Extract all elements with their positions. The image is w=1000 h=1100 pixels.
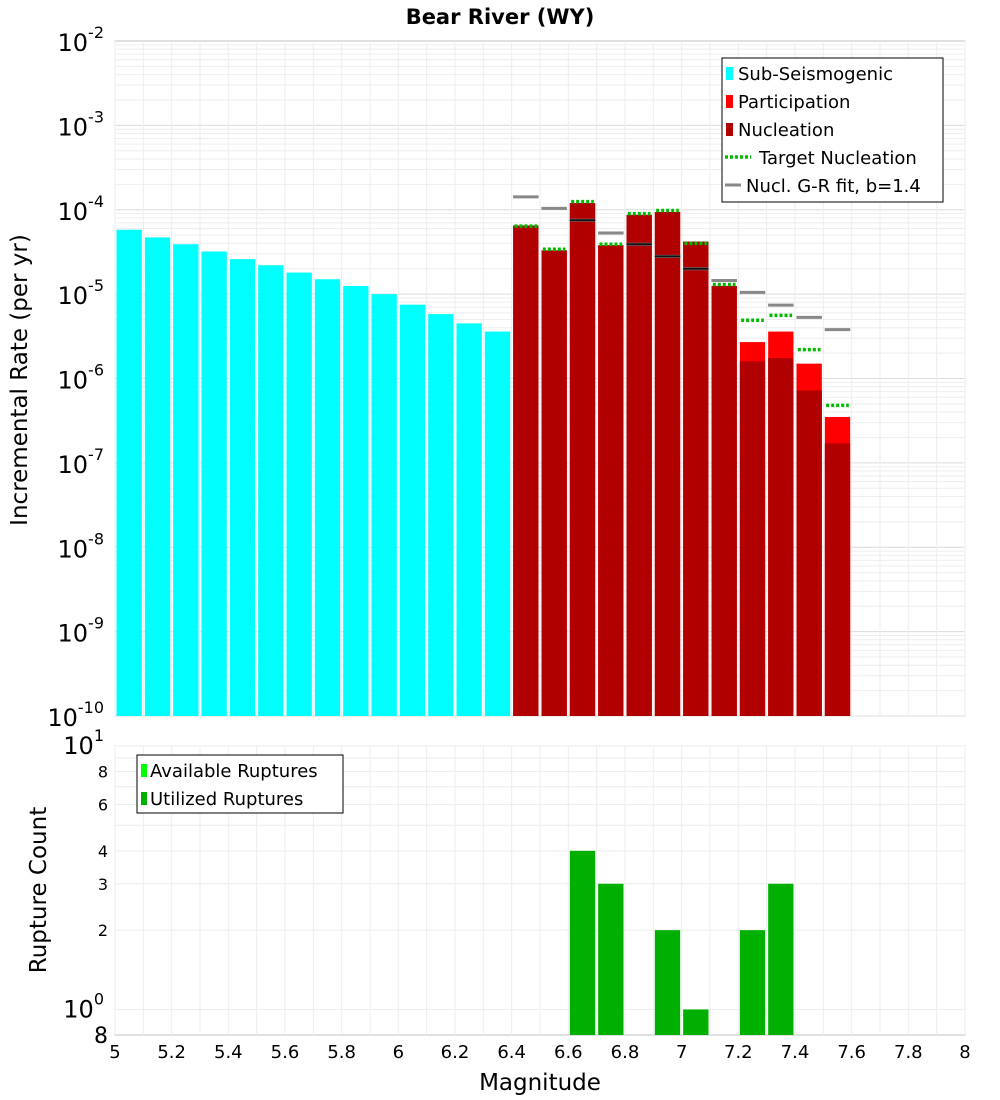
nucleation-bar <box>824 443 851 716</box>
rate-y-tick-label: 10-4 <box>58 192 105 226</box>
legend-label: Nucleation <box>738 120 834 141</box>
nucleation-bar <box>513 225 539 716</box>
rate-y-tick-label: 10-6 <box>58 361 105 395</box>
count-legend: Available Ruptures Utilized Ruptures <box>136 754 344 814</box>
nucleation-bar <box>654 212 681 716</box>
legend-label: Nucl. G-R fit, b=1.4 <box>746 176 921 197</box>
x-tick-label: 5.8 <box>327 1042 356 1063</box>
x-tick-labels: 5 5.2 5.4 5.6 5.8 6 6.2 6.4 6.6 6.8 7 7.2 7.4 7.6 7.8 8 <box>109 1042 970 1063</box>
x-tick-label: 6.6 <box>554 1042 583 1063</box>
legend-label: Target Nucleation <box>758 148 917 169</box>
sub-seismogenic-bar <box>116 229 142 717</box>
count-bars <box>569 850 794 1035</box>
x-tick-label: 7.2 <box>724 1042 753 1063</box>
legend-label: Available Ruptures <box>150 761 318 782</box>
utilized-ruptures-bar <box>683 1009 709 1035</box>
nucleation-bar <box>768 357 794 716</box>
count-y-tick-label: 2 <box>98 921 108 940</box>
rate-y-tick-label: 10-7 <box>58 445 105 479</box>
x-axis-label: Magnitude <box>479 1070 601 1096</box>
rate-y-tick-label: 10-10 <box>47 698 104 732</box>
sub-seismogenic-bar <box>371 294 397 716</box>
legend-swatch <box>726 67 733 80</box>
rate-y-tick-label: 10-2 <box>58 23 105 57</box>
legend-swatch <box>141 792 147 805</box>
sub-seismogenic-bar <box>343 285 369 716</box>
utilized-ruptures-bar <box>654 930 681 1035</box>
rate-legend-box <box>721 57 944 203</box>
legend-label: Sub-Seismogenic <box>738 64 893 85</box>
sub-seismogenic-bar <box>399 304 426 716</box>
sub-seismogenic-bar <box>456 323 482 716</box>
count-y-tick-label: 101 <box>63 726 104 760</box>
rate-y-tick-label: 10-3 <box>58 107 105 141</box>
x-tick-label: 5.6 <box>271 1042 300 1063</box>
nucleation-bar <box>541 250 567 717</box>
count-legend-box <box>136 754 344 814</box>
legend-swatch <box>726 123 733 136</box>
sub-seismogenic-bar <box>484 331 511 716</box>
count-y-tick-label: 100 <box>63 989 104 1023</box>
sub-seismogenic-bar <box>314 279 341 716</box>
chart-title: Bear River (WY) <box>406 5 595 29</box>
x-tick-label: 6 <box>393 1042 404 1063</box>
utilized-ruptures-bar <box>768 883 794 1035</box>
x-tick-label: 6.4 <box>497 1042 526 1063</box>
nucleation-bar <box>569 203 596 716</box>
nucleation-bar <box>626 214 652 716</box>
rate-y-tick-label: 10-8 <box>58 529 105 563</box>
sub-seismogenic-bar <box>286 272 312 716</box>
rate-y-tick-label: 10-9 <box>58 614 105 648</box>
count-y-tick-label: 4 <box>98 842 108 861</box>
sub-seismogenic-bar <box>428 314 454 716</box>
x-tick-label: 6.2 <box>441 1042 470 1063</box>
x-tick-label: 5.4 <box>214 1042 243 1063</box>
legend-swatch <box>726 95 733 108</box>
count-grid <box>114 745 966 1035</box>
rate-line-segments <box>513 195 851 408</box>
sub-seismogenic-bar <box>201 251 227 716</box>
rate-bars <box>116 203 851 717</box>
sub-seismogenic-bar <box>144 237 171 716</box>
count-y-tick-label: 8 <box>94 1024 108 1049</box>
rate-legend: Sub-Seismogenic Participation Nucleation Ta… <box>721 57 944 203</box>
x-tick-label: 6.8 <box>611 1042 640 1063</box>
utilized-ruptures-bar <box>569 850 596 1035</box>
sub-seismogenic-bar <box>229 259 256 716</box>
count-y-tick-label: 8 <box>98 763 108 782</box>
count-y-tick-label: 3 <box>98 875 108 894</box>
x-tick-label: 7.6 <box>837 1042 866 1063</box>
x-tick-label: 7.8 <box>894 1042 923 1063</box>
nucleation-bar <box>711 285 737 716</box>
rate-y-axis-label: Incremental Rate (per yr) <box>7 234 33 526</box>
x-tick-label: 5.2 <box>157 1042 186 1063</box>
nucleation-bar <box>683 241 709 717</box>
utilized-ruptures-bar <box>598 883 624 1035</box>
count-y-axis-label: Rupture Count <box>26 807 52 973</box>
sub-seismogenic-bar <box>173 244 199 717</box>
nucleation-bar <box>796 390 822 716</box>
x-tick-label: 5 <box>109 1042 120 1063</box>
utilized-ruptures-bar <box>739 930 766 1035</box>
rate-y-tick-labels: 10-2 10-3 10-4 10-5 10-6 10-7 10-8 10-9 10-10 <box>47 23 104 732</box>
legend-swatch <box>141 764 147 777</box>
sub-seismogenic-bar <box>258 265 284 716</box>
nucleation-bar <box>598 245 624 717</box>
rate-panel: 10-2 10-3 10-4 10-5 10-6 10-7 10-8 10-9 10-10 In… <box>7 23 966 732</box>
x-tick-label: 8 <box>959 1042 970 1063</box>
legend-label: Participation <box>738 92 850 113</box>
count-y-tick-label: 6 <box>98 795 108 814</box>
rate-y-tick-label: 10-5 <box>58 276 105 310</box>
legend-label: Utilized Ruptures <box>150 789 303 810</box>
nucleation-bar <box>739 361 766 716</box>
x-tick-label: 7.4 <box>781 1042 810 1063</box>
x-tick-label: 7 <box>676 1042 687 1063</box>
